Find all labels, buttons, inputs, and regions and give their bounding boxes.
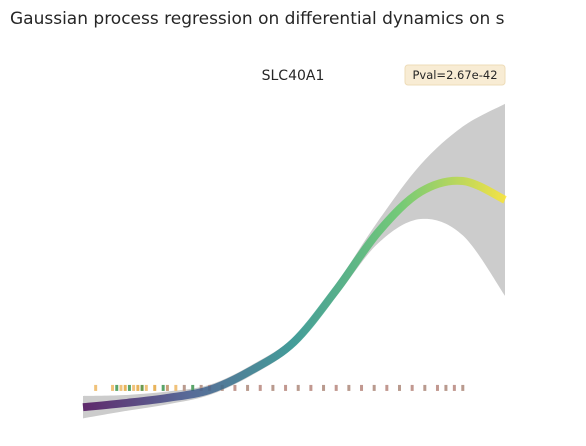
rug-tick — [452, 384, 456, 391]
annotation-box — [404, 64, 506, 86]
rug-tick — [372, 384, 376, 391]
rug-tick — [296, 384, 300, 391]
confidence-band — [83, 103, 505, 419]
rug-tick — [444, 384, 448, 391]
annotation: Pval=2.67e-42 — [412, 68, 497, 82]
rug-tick — [309, 384, 313, 391]
rug-tick — [398, 384, 401, 391]
rug-tick — [435, 384, 439, 391]
rug-tick — [191, 384, 195, 391]
rug-tick — [161, 384, 165, 391]
rug-tick — [423, 384, 427, 391]
rug-tick — [233, 384, 237, 391]
rug-tick — [347, 384, 351, 391]
rug-tick — [132, 384, 136, 391]
rug-tick — [360, 384, 364, 391]
rug-tick — [111, 384, 115, 391]
rug-tick — [153, 384, 157, 391]
rug-tick — [136, 384, 140, 391]
rug-tick — [94, 384, 98, 391]
chart-title: Gaussian process regression on different… — [10, 9, 505, 29]
rug-tick — [461, 384, 465, 391]
mean-line — [82, 176, 507, 412]
rug-tick — [334, 384, 338, 391]
rug-tick — [115, 384, 119, 391]
rug-tick — [140, 384, 144, 391]
rug-tick — [165, 384, 169, 391]
rug-tick — [123, 384, 127, 391]
rug-tick — [246, 384, 250, 391]
rug-tick — [119, 384, 123, 391]
rug-tick — [182, 384, 186, 391]
rug-tick — [199, 384, 203, 391]
rug-tick — [258, 384, 262, 391]
rug-tick — [174, 384, 178, 391]
rug-tick — [271, 384, 275, 391]
rug-tick — [322, 384, 326, 391]
rug-tick — [144, 384, 148, 391]
rug-tick — [385, 384, 389, 391]
chart-subtitle: SLC40A1 — [262, 68, 325, 84]
rug-tick — [410, 384, 414, 391]
rug-tick — [284, 384, 288, 391]
rug-tick — [127, 384, 131, 391]
